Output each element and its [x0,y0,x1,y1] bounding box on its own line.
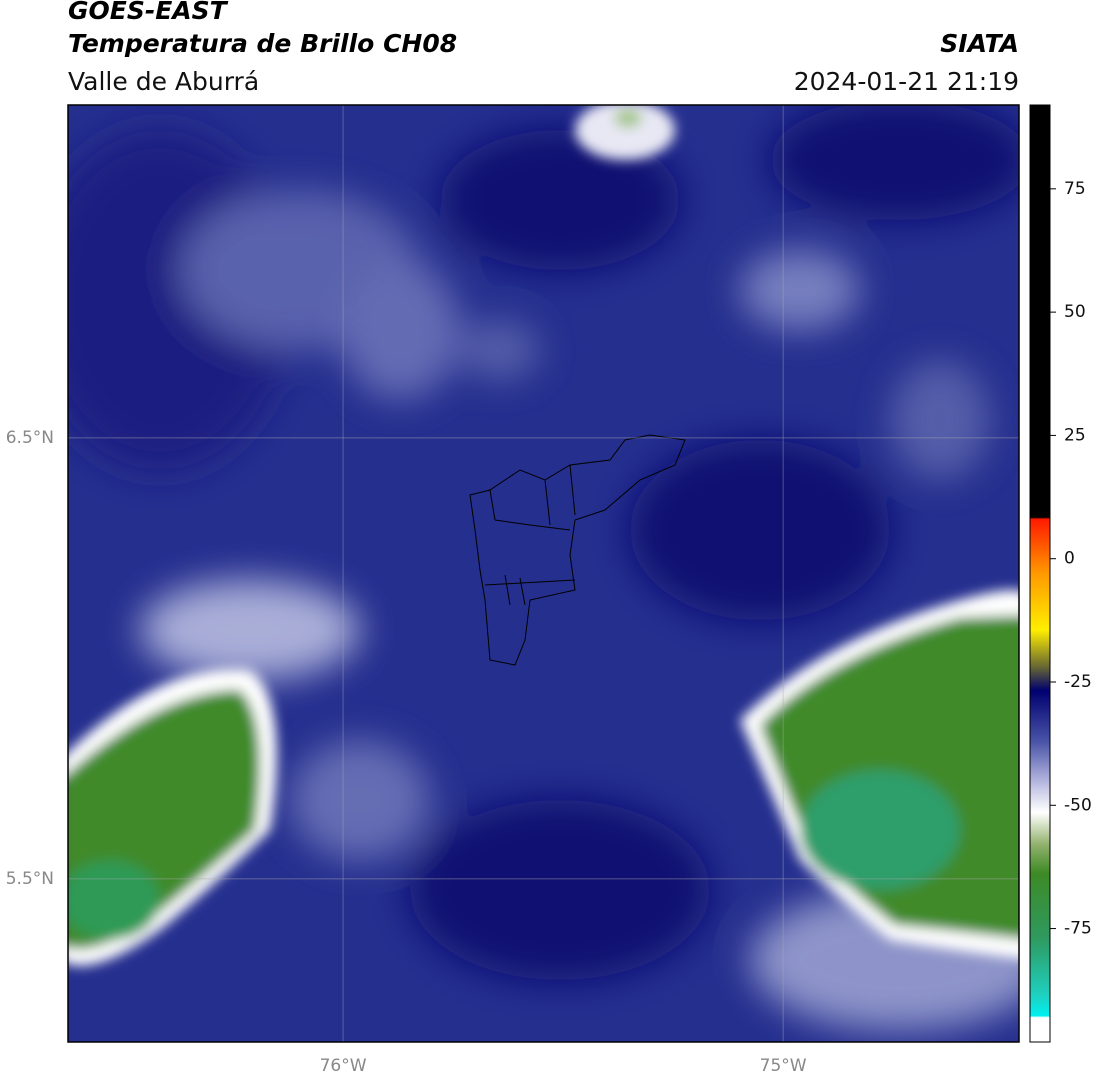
colorbar-tick-label: -50 [1064,795,1092,815]
title: GOES-EAST [68,0,229,25]
subtitle: Temperatura de Brillo CH08 [68,29,457,58]
region: Valle de Aburrá [68,67,259,96]
lon-label: 75°W [760,1056,807,1076]
colorbar-tick-label: 25 [1064,425,1086,445]
satellite-image [68,105,1019,1042]
colorbar-tick-label: -25 [1064,672,1092,692]
colorbar [1029,104,1051,1043]
colorbar-tick-label: 0 [1064,549,1075,569]
source: SIATA [940,29,1019,58]
lat-label: 6.5°N [6,428,54,448]
lat-label: 5.5°N [6,869,54,889]
colorbar-tick-label: -75 [1064,919,1092,939]
map-frame [67,104,1020,1043]
colorbar-tick-label: 75 [1064,179,1086,199]
colorbar-tick-label: 50 [1064,302,1086,322]
datetime: 2024-01-21 21:19 [794,67,1019,96]
lon-label: 76°W [320,1056,367,1076]
